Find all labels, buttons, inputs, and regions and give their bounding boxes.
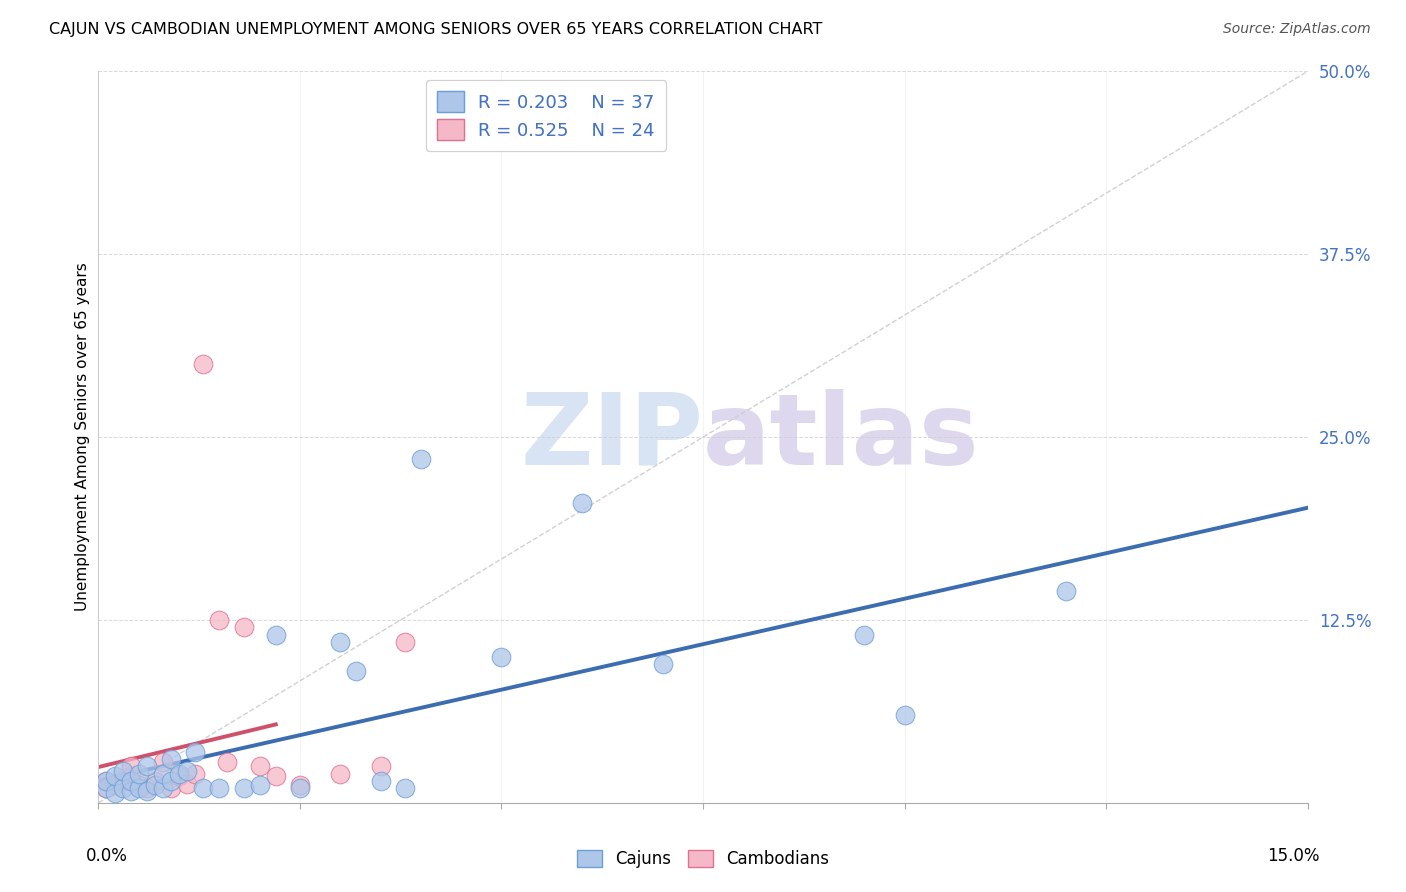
Point: [217, 755, 239, 769]
Point: [893, 708, 915, 723]
Point: [167, 769, 190, 783]
Point: [651, 657, 673, 671]
Point: [128, 766, 150, 780]
Point: [120, 759, 142, 773]
Point: [176, 764, 198, 778]
Point: [193, 357, 215, 371]
Point: [193, 781, 215, 796]
Point: [96, 781, 118, 796]
Point: [96, 773, 118, 788]
Text: 15.0%: 15.0%: [1267, 847, 1320, 864]
Point: [111, 781, 134, 796]
Point: [128, 781, 150, 796]
Y-axis label: Unemployment Among Seniors over 65 years: Unemployment Among Seniors over 65 years: [75, 263, 90, 611]
Point: [96, 773, 118, 788]
Point: [394, 781, 416, 796]
Point: [208, 781, 231, 796]
Point: [571, 496, 593, 510]
Legend: Cajuns, Cambodians: Cajuns, Cambodians: [571, 843, 835, 875]
Text: 0.0%: 0.0%: [86, 847, 128, 864]
Point: [135, 784, 157, 798]
Point: [152, 781, 174, 796]
Point: [143, 773, 166, 788]
Point: [152, 755, 174, 769]
Point: [249, 778, 271, 792]
Text: atlas: atlas: [703, 389, 980, 485]
Point: [111, 764, 134, 778]
Point: [264, 627, 287, 641]
Point: [264, 769, 287, 783]
Point: [103, 769, 125, 783]
Legend: R = 0.203    N = 37, R = 0.525    N = 24: R = 0.203 N = 37, R = 0.525 N = 24: [426, 80, 665, 151]
Point: [232, 620, 254, 634]
Point: [370, 759, 392, 773]
Point: [152, 766, 174, 780]
Point: [184, 745, 207, 759]
Text: Source: ZipAtlas.com: Source: ZipAtlas.com: [1223, 22, 1371, 37]
Point: [167, 766, 190, 780]
Point: [491, 649, 513, 664]
Point: [120, 769, 142, 783]
Point: [409, 452, 432, 467]
Point: [103, 786, 125, 800]
Point: [853, 627, 876, 641]
Point: [111, 773, 134, 788]
Point: [176, 777, 198, 791]
Point: [160, 781, 183, 796]
Point: [120, 773, 142, 788]
Text: CAJUN VS CAMBODIAN UNEMPLOYMENT AMONG SENIORS OVER 65 YEARS CORRELATION CHART: CAJUN VS CAMBODIAN UNEMPLOYMENT AMONG SE…: [49, 22, 823, 37]
Point: [1054, 583, 1077, 598]
Point: [135, 781, 157, 796]
Point: [120, 784, 142, 798]
Point: [143, 778, 166, 792]
Point: [370, 773, 392, 788]
Point: [160, 752, 183, 766]
Point: [232, 781, 254, 796]
Point: [184, 766, 207, 780]
Text: ZIP: ZIP: [520, 389, 703, 485]
Point: [288, 781, 311, 796]
Point: [103, 778, 125, 792]
Point: [288, 778, 311, 792]
Point: [249, 759, 271, 773]
Point: [394, 635, 416, 649]
Point: [329, 766, 352, 780]
Point: [160, 773, 183, 788]
Point: [135, 759, 157, 773]
Point: [96, 781, 118, 796]
Point: [208, 613, 231, 627]
Point: [128, 778, 150, 792]
Point: [329, 635, 352, 649]
Point: [344, 664, 367, 678]
